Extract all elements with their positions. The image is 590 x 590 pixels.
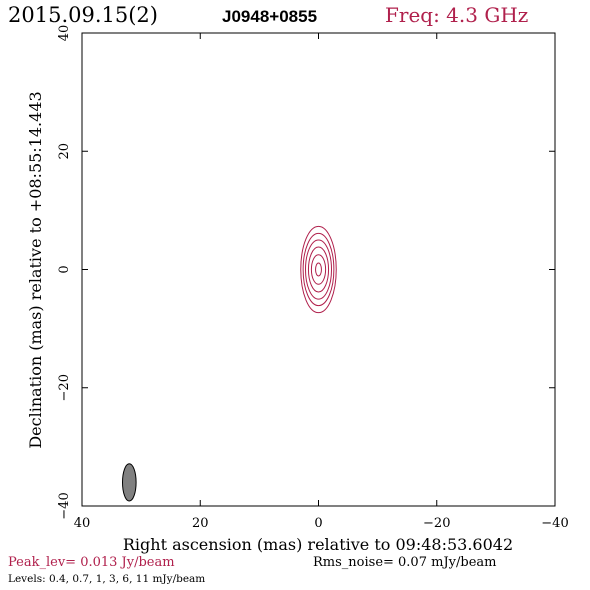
x-tick-label: 20 [192, 516, 209, 531]
contour-level [310, 254, 327, 285]
y-tick-label: 20 [57, 143, 72, 160]
rms-noise: Rms_noise= 0.07 mJy/beam [313, 555, 496, 570]
source-name: J0948+0855 [222, 7, 317, 26]
frequency-label: Freq: 4.3 GHz [385, 3, 528, 27]
observation-date: 2015.09.15(2) [8, 3, 158, 27]
x-tick-label: 0 [314, 516, 322, 531]
y-tick-label: 40 [57, 25, 72, 42]
x-tick-label: −20 [423, 516, 450, 531]
x-axis-label: Right ascension (mas) relative to 09:48:… [123, 535, 513, 554]
y-tick-label: 0 [57, 265, 72, 273]
axis-ticks [81, 32, 556, 507]
contour-lines [300, 225, 337, 314]
y-tick-label: −20 [57, 374, 72, 401]
x-tick-label: −40 [541, 516, 568, 531]
contour-level [304, 239, 333, 300]
plot-frame [81, 32, 556, 507]
peak-level: Peak_lev= 0.013 Jy/beam [8, 555, 175, 570]
contour-level [315, 262, 322, 277]
beam-group [122, 463, 137, 502]
y-axis-label: Declination (mas) relative to +08:55:14.… [26, 91, 45, 448]
y-tick-label: −40 [57, 492, 72, 519]
beam-ellipse [122, 463, 137, 502]
contour-level [307, 246, 330, 293]
contour-levels: Levels: 0.4, 0.7, 1, 3, 6, 11 mJy/beam [8, 573, 205, 585]
contour-level [302, 232, 335, 307]
y-tick-labels: −40 −20 0 20 40 [57, 25, 72, 520]
x-tick-label: 40 [74, 516, 91, 531]
contour-level [300, 225, 337, 314]
x-tick-labels: 40 20 0 −20 −40 [74, 516, 569, 531]
